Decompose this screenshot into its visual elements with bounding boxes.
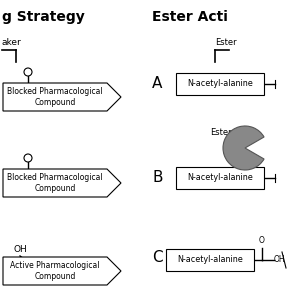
Text: N-acetyl-alanine: N-acetyl-alanine <box>187 174 253 182</box>
Text: O: O <box>259 236 265 245</box>
Polygon shape <box>3 169 121 197</box>
Text: g Strategy: g Strategy <box>2 10 85 24</box>
FancyBboxPatch shape <box>176 167 264 189</box>
Text: N-acetyl-alanine: N-acetyl-alanine <box>187 79 253 88</box>
Polygon shape <box>3 257 121 285</box>
FancyBboxPatch shape <box>166 249 254 271</box>
Circle shape <box>24 68 32 76</box>
Text: B: B <box>152 171 162 185</box>
Wedge shape <box>223 126 264 170</box>
Text: Blocked Pharmacological
Compound: Blocked Pharmacological Compound <box>7 173 103 193</box>
Polygon shape <box>3 83 121 111</box>
Text: Active Pharmacological
Compound: Active Pharmacological Compound <box>10 261 100 281</box>
Text: OH: OH <box>14 245 28 254</box>
Text: C: C <box>152 251 163 265</box>
Text: Esterase(s: Esterase(s <box>210 128 254 137</box>
Text: N-acetyl-alanine: N-acetyl-alanine <box>177 255 243 265</box>
Text: A: A <box>152 76 162 92</box>
Text: aker: aker <box>2 38 22 47</box>
Text: Blocked Pharmacological
Compound: Blocked Pharmacological Compound <box>7 87 103 107</box>
Text: OH: OH <box>274 255 286 265</box>
Circle shape <box>24 154 32 162</box>
Text: Ester: Ester <box>215 38 237 47</box>
Text: Ester Acti: Ester Acti <box>152 10 228 24</box>
FancyBboxPatch shape <box>176 73 264 95</box>
